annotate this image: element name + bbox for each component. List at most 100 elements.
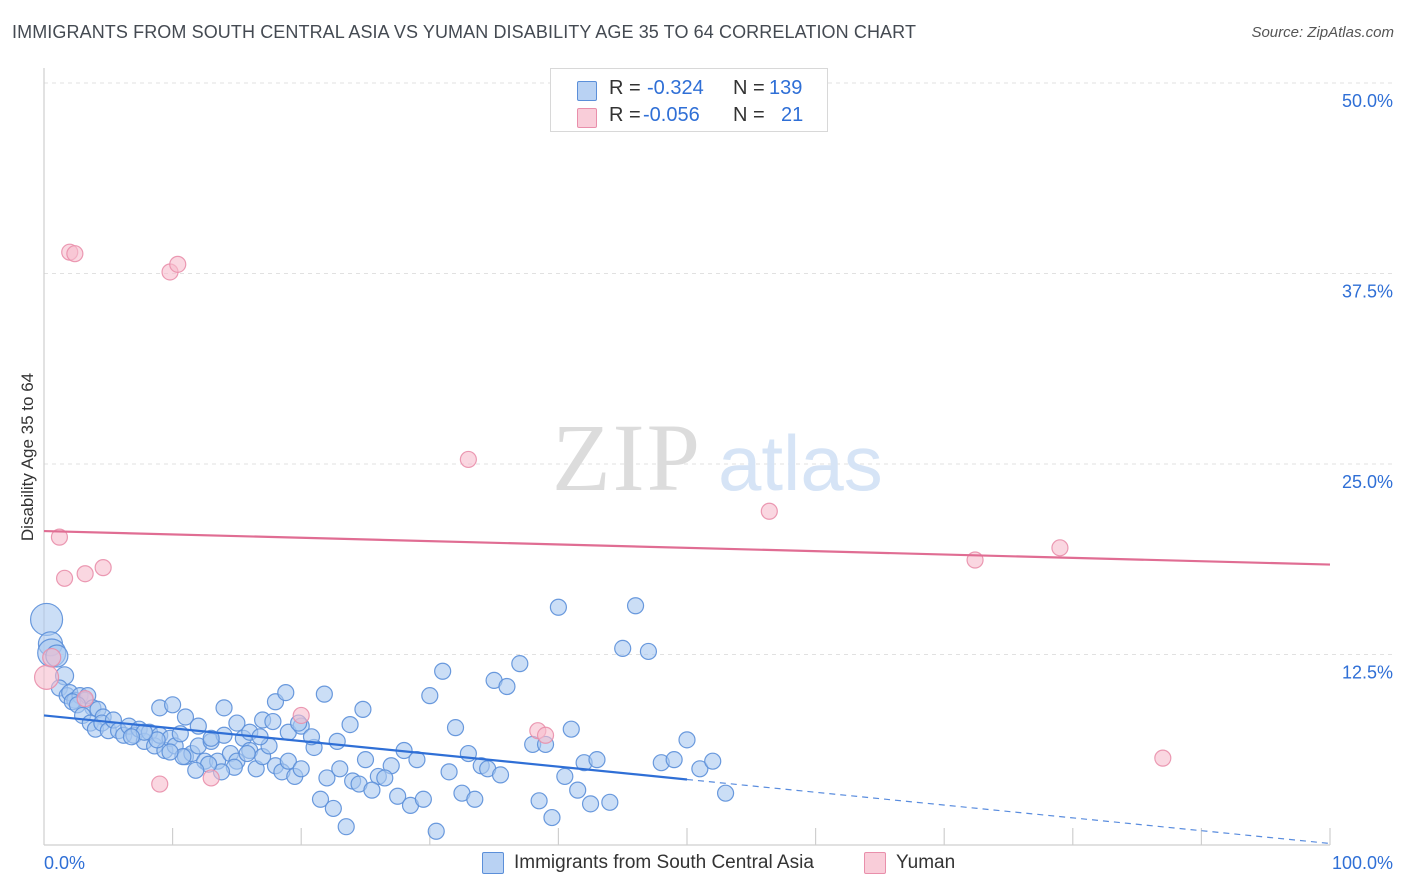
tick-labels: 12.5% 25.0% 37.5% 50.0% 0.0% 100.0% (44, 91, 1393, 873)
stats-legend-row-immigrants: R = -0.324 N = 139 (551, 75, 827, 101)
yuman-point (76, 565, 94, 583)
immigrants-point (315, 685, 333, 703)
immigrants-point (228, 714, 246, 732)
immigrants-point (691, 760, 709, 778)
immigrants-point (498, 677, 516, 696)
immigrants-point (466, 790, 484, 808)
yuman-point (169, 255, 187, 273)
immigrants-point (588, 751, 606, 769)
legend-swatch-blue (577, 81, 597, 101)
yuman-point (66, 245, 84, 263)
immigrants-point (414, 790, 432, 808)
immigrants-point (614, 639, 632, 658)
immigrants-point (324, 799, 342, 818)
yuman-point (33, 664, 60, 690)
immigrants-point (440, 763, 458, 781)
immigrants-point (626, 597, 645, 615)
immigrants-point (389, 787, 407, 805)
legend-n-label: N = (733, 77, 765, 99)
immigrants-point (176, 708, 195, 726)
immigrants-point (356, 751, 375, 769)
y-tick-label: 12.5% (1342, 663, 1393, 683)
immigrants-point (434, 662, 452, 680)
immigrants-point (549, 598, 568, 616)
yuman-point (50, 528, 69, 546)
trend-lines (43, 529, 1331, 845)
bottom-legend-swatch-blue (482, 852, 504, 874)
yuman-point (1154, 749, 1172, 767)
immigrants-point (264, 712, 282, 731)
immigrants-point (341, 716, 359, 734)
immigrants-point (29, 602, 64, 637)
yuman-point (94, 559, 112, 577)
bottom-legend-label: Yuman (896, 852, 956, 873)
watermark-zip: ZIP (552, 404, 702, 511)
stats-legend-row-yuman: R = -0.056 N = 21 (551, 102, 827, 128)
immigrants-trend-extrapolation (686, 778, 1331, 845)
legend-r-label: R = (609, 104, 641, 126)
immigrants-point (161, 743, 179, 761)
legend-n-label: N = (733, 104, 765, 126)
immigrants-point (556, 767, 574, 786)
immigrants-point (331, 760, 349, 778)
legend-n-value: 21 (781, 104, 804, 126)
immigrants-point (678, 731, 696, 749)
immigrants-point (421, 687, 439, 705)
immigrants-point (354, 700, 372, 718)
legend-r-value: -0.056 (643, 104, 700, 126)
watermark-atlas: atlas (718, 419, 883, 507)
immigrants-point (376, 769, 394, 787)
x-tick-label: 0.0% (44, 853, 85, 873)
yuman-point (55, 569, 74, 587)
legend-r-label: R = (609, 77, 641, 99)
immigrants-point (530, 792, 548, 810)
watermark: ZIP atlas (552, 404, 883, 511)
immigrants-point (148, 731, 166, 749)
stats-legend: R = -0.324 N = 139 R = -0.056 N = 21 (550, 68, 828, 132)
immigrants-trend-line (43, 714, 688, 781)
bottom-legend-swatch-pink (864, 852, 886, 874)
immigrants-point (202, 729, 220, 747)
immigrants-point (569, 781, 587, 799)
yuman-trend-line (43, 529, 1331, 566)
immigrants-point (318, 769, 336, 787)
immigrants-point (446, 719, 465, 737)
immigrants-point (639, 642, 658, 661)
yuman-point (760, 502, 778, 520)
immigrants-point (543, 808, 561, 827)
immigrants-point (337, 818, 355, 836)
immigrants-point (292, 760, 310, 778)
legend-n-value: 139 (769, 77, 803, 99)
y-tick-label: 50.0% (1342, 91, 1393, 111)
x-tick-label: 100.0% (1332, 853, 1393, 873)
chart-source: Source: ZipAtlas.com (1251, 24, 1394, 41)
immigrants-point (665, 751, 683, 769)
y-tick-label: 37.5% (1342, 282, 1393, 302)
immigrants-point (491, 766, 510, 784)
y-tick-label: 25.0% (1342, 472, 1393, 492)
immigrants-point (716, 784, 735, 802)
chart-title: IMMIGRANTS FROM SOUTH CENTRAL ASIA VS YU… (12, 22, 917, 42)
yuman-point (42, 647, 62, 668)
series-immigrants-points (29, 597, 735, 840)
immigrants-point (427, 822, 445, 840)
legend-r-value: -0.324 (647, 77, 704, 99)
immigrants-point (511, 655, 529, 673)
immigrants-point (562, 720, 580, 738)
grid-lines (44, 82, 1392, 655)
immigrants-point (601, 793, 619, 811)
immigrants-point (122, 728, 141, 746)
immigrants-point (187, 761, 205, 779)
series-yuman-points (33, 243, 1172, 793)
yuman-point (76, 690, 94, 708)
immigrants-point (328, 732, 346, 750)
yuman-point (459, 450, 477, 469)
immigrants-point (215, 699, 233, 717)
bottom-legend-label: Immigrants from South Central Asia (514, 852, 814, 873)
immigrants-point (277, 683, 295, 702)
yuman-point (292, 706, 310, 725)
immigrants-point (363, 781, 381, 799)
yuman-point (1051, 539, 1069, 557)
immigrants-point (279, 752, 297, 770)
